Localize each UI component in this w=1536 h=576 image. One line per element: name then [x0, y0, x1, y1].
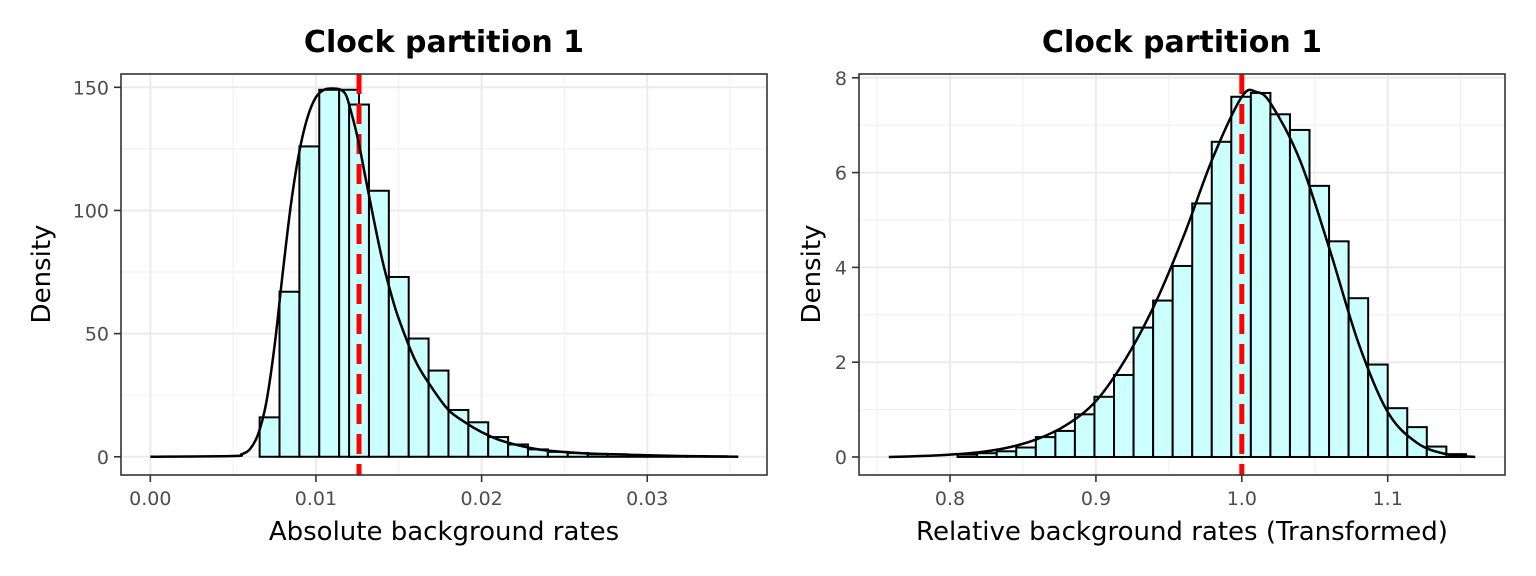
histogram-bar [1191, 202, 1213, 458]
histogram-bar [1093, 395, 1116, 458]
grid-minor [121, 74, 767, 475]
y-tick-label: 4 [835, 257, 847, 279]
x-tick-label: 1.1 [1373, 488, 1403, 510]
histogram-bar [278, 290, 301, 458]
histogram-bar [1328, 240, 1350, 458]
x-tick-label: 0.01 [295, 488, 337, 510]
histogram-bar [1308, 184, 1331, 458]
histogram-bar [318, 88, 341, 458]
x-tick-label: 0.00 [129, 488, 171, 510]
histogram-bar [1249, 91, 1272, 458]
y-axis-ticks: 0 2 4 6 8 [835, 68, 859, 469]
histogram-bar [1015, 446, 1037, 458]
y-axis-label: Density [27, 225, 57, 324]
chart-panel-absolute: Clock partition 1 Absolute background ra… [27, 25, 768, 547]
plot-border [120, 73, 768, 476]
x-axis-label: Absolute background rates [269, 517, 619, 547]
y-tick-label: 2 [835, 352, 847, 374]
x-axis-ticks: 0.00 0.01 0.02 0.03 [129, 475, 668, 510]
histogram-bar [1113, 373, 1135, 458]
y-tick-label: 100 [73, 200, 109, 222]
chart-panel-relative: Clock partition 1 Relative background ra… [797, 25, 1506, 547]
x-axis-ticks: 0.8 0.9 1.0 1.1 [935, 475, 1403, 510]
x-tick-label: 0.02 [460, 488, 502, 510]
y-tick-label: 6 [835, 163, 847, 185]
histogram-bar [1073, 413, 1096, 458]
x-tick-label: 0.8 [935, 488, 965, 510]
histogram-bar [348, 103, 370, 458]
y-tick-label: 150 [73, 77, 109, 99]
histogram-bar [407, 337, 430, 458]
y-tick-label: 50 [85, 324, 109, 346]
density-curve-line [150, 87, 739, 459]
plot-border [858, 73, 1506, 476]
histogram-bar [1171, 264, 1194, 458]
histogram-bar [298, 145, 321, 458]
histogram-bar [1034, 436, 1057, 458]
density-curve-line [888, 88, 1476, 459]
x-tick-label: 0.9 [1081, 488, 1111, 510]
histogram-bar [1210, 140, 1233, 458]
y-tick-label: 0 [97, 447, 109, 469]
histogram-bar [1152, 299, 1174, 458]
histogram-bar [1132, 326, 1155, 458]
chart-title: Clock partition 1 [1042, 25, 1322, 60]
histogram-bar [1269, 113, 1291, 458]
histogram-bars [258, 88, 728, 458]
density-curve [150, 87, 739, 459]
y-axis-ticks: 0 50 100 150 [73, 77, 121, 469]
x-axis-label: Relative background rates (Transformed) [916, 517, 1448, 547]
histogram-bar [427, 369, 450, 458]
histogram-bar [976, 452, 998, 458]
y-tick-label: 8 [835, 68, 847, 90]
density-curve [888, 88, 1476, 459]
histogram-bar [1054, 429, 1076, 458]
histogram-bar [387, 275, 410, 458]
y-axis-label: Density [797, 225, 827, 324]
chart-title: Clock partition 1 [304, 25, 584, 60]
histogram-bar [367, 189, 390, 458]
x-tick-label: 0.03 [626, 488, 668, 510]
x-tick-label: 1.0 [1227, 488, 1257, 510]
y-tick-label: 0 [835, 447, 847, 469]
histogram-bar [995, 450, 1018, 458]
